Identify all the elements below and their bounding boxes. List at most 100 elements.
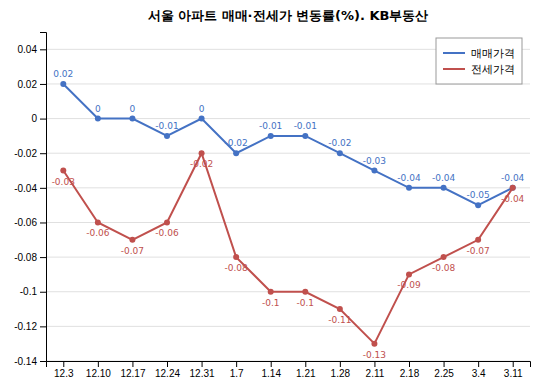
x-tick-mark [340, 361, 341, 367]
point [199, 150, 205, 156]
y-tick-label: -0.1 [20, 286, 38, 297]
y-tick: -0.02 [14, 148, 46, 159]
y-tick-mark [40, 49, 46, 50]
data-label: -0.01 [294, 121, 317, 131]
data-label: -0.01 [155, 121, 178, 131]
x-tick-label: 1.21 [296, 368, 316, 379]
data-label: -0.07 [466, 246, 489, 256]
data-label: 0 [130, 104, 136, 114]
data-label: -0.04 [397, 173, 421, 183]
series [60, 150, 515, 346]
x-tick-label: 2.25 [434, 368, 454, 379]
point [233, 150, 239, 156]
x-tick-mark [305, 361, 306, 367]
data-label: -0.05 [466, 190, 489, 200]
x-tick-mark [63, 361, 64, 367]
data-label: -0.09 [397, 280, 421, 290]
x-tick-label: 12.3 [54, 368, 74, 379]
x-tick-label: 12.10 [86, 368, 111, 379]
data-label: -0.04 [501, 194, 525, 204]
title: 서울 아파트 매매·전세가 변동률(%). KB부동산 [148, 8, 429, 23]
y-tick-mark [40, 222, 46, 223]
x-tick: 1.14 [261, 361, 281, 379]
x-tick: 1.7 [230, 361, 244, 379]
x-tick-mark [132, 361, 133, 367]
y-tick: -0.06 [14, 217, 46, 228]
x-tick-label: 3.4 [472, 368, 486, 379]
data-label: 0.02 [53, 69, 73, 79]
x-tick-mark [98, 361, 99, 367]
y-tick: 0.02 [18, 79, 46, 90]
point [302, 289, 308, 295]
point [302, 133, 308, 139]
grid-line [46, 326, 530, 327]
point [164, 219, 170, 225]
y-tick-label: 0.02 [18, 79, 38, 90]
x-tick: 12.31 [190, 361, 215, 379]
data-label: -0.1 [262, 298, 280, 308]
point [337, 306, 343, 312]
x-tick: 1.21 [296, 361, 316, 379]
x-tick: 3.11 [504, 361, 523, 379]
x-tick-label: 1.7 [230, 368, 244, 379]
y-tick: -0.08 [14, 252, 46, 263]
point [371, 341, 377, 347]
y-axis: -0.14-0.12-0.1-0.08-0.06-0.04-0.0200.020… [14, 33, 46, 367]
series [60, 81, 515, 208]
y-tick-mark [40, 361, 46, 362]
x-tick-mark [202, 361, 203, 367]
point [337, 150, 343, 156]
y-tick-label: -0.12 [14, 321, 37, 332]
x-tick: 12.17 [120, 361, 145, 379]
data-label: 0 [95, 104, 101, 114]
point [475, 237, 481, 243]
point [95, 116, 101, 122]
data-label: -0.02 [224, 138, 247, 148]
chart-svg: 12.3 12.10 12.17 12.24 12.31 1.7 1.14 1.21 1.28 2… [0, 0, 544, 385]
x-tick-mark [478, 361, 479, 367]
x-tick-label: 1.14 [261, 368, 281, 379]
x-tick-label: 3.11 [504, 368, 523, 379]
legend-swatch [443, 52, 465, 54]
y-tick-mark [40, 257, 46, 258]
x-tick: 2.18 [400, 361, 420, 379]
data-label: -0.03 [52, 177, 75, 187]
y-tick: -0.1 [20, 286, 46, 297]
grid-line [46, 257, 530, 258]
data-label: -0.06 [86, 228, 110, 238]
x-tick: 2.25 [434, 361, 454, 379]
x-tick: 12.24 [155, 361, 180, 379]
point [475, 202, 481, 208]
point [129, 116, 135, 122]
point [441, 254, 447, 260]
point [233, 254, 239, 260]
x-axis: 12.3 12.10 12.17 12.24 12.31 1.7 1.14 1.21 1.28 2… [47, 361, 531, 379]
y-tick: 0 [31, 113, 46, 124]
x-tick-label: 12.31 [190, 368, 215, 379]
y-tick-label: -0.08 [14, 252, 37, 263]
x-tick-label: 2.11 [366, 368, 385, 379]
legend: 매매가격전세가격 [436, 38, 522, 84]
point [268, 289, 274, 295]
data-label: -0.02 [190, 159, 213, 169]
data-label: -0.04 [432, 173, 456, 183]
legend-box [436, 38, 522, 84]
x-tick-label: 1.28 [331, 368, 351, 379]
data-label: -0.11 [328, 315, 351, 325]
y-tick-label: -0.04 [14, 183, 37, 194]
point [441, 185, 447, 191]
y-tick: -0.14 [14, 356, 46, 367]
legend-swatch [443, 68, 465, 70]
data-label: 0 [199, 104, 205, 114]
x-tick: 12.3 [54, 361, 74, 379]
plot-marks [60, 81, 515, 347]
point [406, 271, 412, 277]
legend-label: 전세가격 [471, 63, 515, 76]
y-tick-label: -0.06 [14, 217, 37, 228]
y-tick-mark [40, 326, 46, 327]
grid-line [46, 187, 530, 188]
x-axis-line [47, 362, 531, 368]
data-label: -0.06 [155, 228, 179, 238]
y-tick: -0.04 [14, 183, 46, 194]
data-label: -0.02 [328, 138, 351, 148]
